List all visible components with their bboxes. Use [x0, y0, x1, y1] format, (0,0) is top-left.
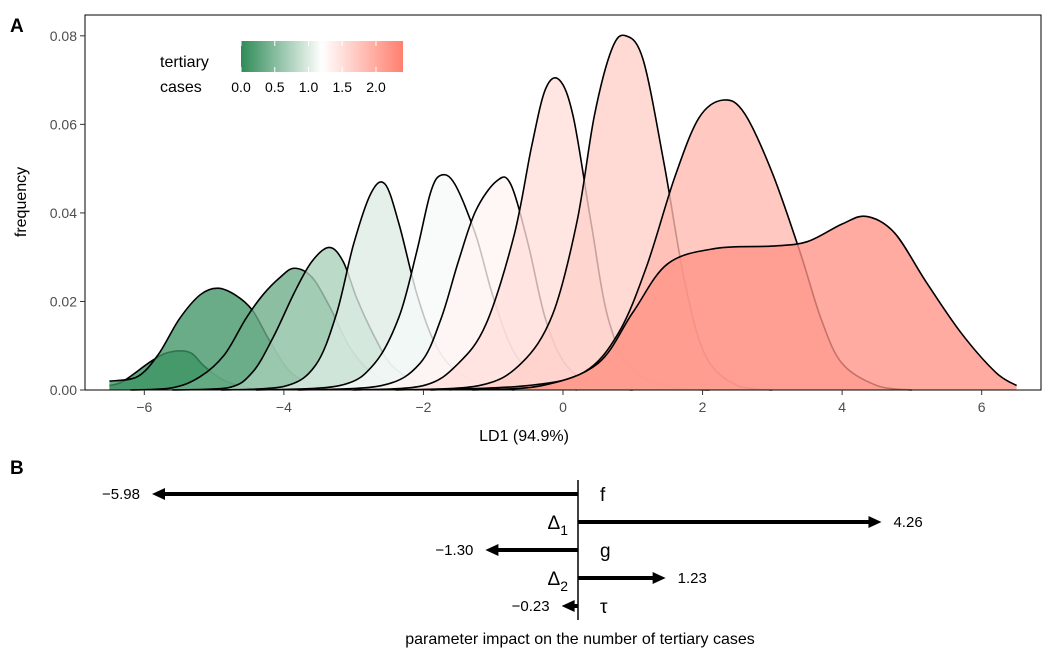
- y-axis-title: frequency: [13, 167, 30, 237]
- impact-arrowhead: [652, 572, 666, 584]
- parameter-label: τ: [600, 597, 608, 618]
- impact-axis-title: parameter impact on the number of tertia…: [405, 631, 755, 648]
- density-chart: −6 −4 −2 0 2 4 6 0.00 0.02 0.04 0.06 0.08 LD1 (94.…: [13, 14, 1042, 445]
- y-tick-label: 0.08: [50, 28, 77, 44]
- legend-tick-label: 0.0: [231, 79, 251, 95]
- parameter-label: Δ2: [548, 569, 569, 594]
- impact-arrowhead: [485, 544, 499, 556]
- impact-chart: −5.98 f 4.26 Δ1 −1.30 g 1.23 Δ2 −0.23 τ parameter…: [102, 480, 923, 648]
- parameter-label: Δ1: [548, 513, 569, 538]
- impact-arrowhead: [152, 488, 165, 500]
- y-axis-ticks: 0.00 0.02 0.04 0.06 0.08: [50, 28, 85, 398]
- impact-value-label: 4.26: [893, 514, 922, 531]
- legend-tick-label: 0.5: [265, 79, 285, 95]
- y-tick-label: 0.00: [50, 382, 77, 398]
- legend-ticks: 0.0 0.5 1.0 1.5 2.0: [231, 41, 386, 95]
- y-tick-label: 0.02: [50, 293, 77, 309]
- x-tick-label: 2: [699, 399, 707, 415]
- x-tick-label: 4: [838, 399, 846, 415]
- legend-tick-label: 1.0: [299, 79, 319, 95]
- legend-colorbar: [241, 41, 403, 72]
- impact-value-label: −0.23: [512, 598, 550, 615]
- impact-arrowhead: [868, 516, 882, 528]
- impact-value-label: −5.98: [102, 486, 140, 503]
- density-area-8: [353, 77, 710, 390]
- panel-a-letter: A: [10, 16, 24, 37]
- legend-tick-label: 1.5: [333, 79, 353, 95]
- density-outline-11: [472, 215, 1018, 391]
- density-area-11: [472, 216, 1017, 390]
- x-tick-label: −6: [136, 399, 152, 415]
- impact-value-label: −1.30: [435, 542, 473, 559]
- density-area-5: [221, 181, 515, 390]
- x-tick-label: 6: [978, 399, 986, 415]
- parameter-label: g: [600, 541, 611, 562]
- x-axis-ticks: −6 −4 −2 0 2 4 6: [136, 390, 986, 415]
- x-tick-label: 0: [559, 399, 567, 415]
- y-tick-label: 0.06: [50, 116, 77, 132]
- legend-tick-label: 2.0: [366, 79, 386, 95]
- legend-title-line-1: tertiary: [160, 54, 209, 71]
- y-tick-label: 0.04: [50, 205, 77, 221]
- x-axis-title: LD1 (94.9%): [479, 428, 569, 445]
- parameter-label: f: [600, 485, 606, 506]
- impact-bars: −5.98 f 4.26 Δ1 −1.30 g 1.23 Δ2 −0.23 τ: [102, 485, 923, 618]
- color-legend: tertiary cases 0.0 0.5 1.0 1.5 2.0: [160, 41, 403, 96]
- x-tick-label: −4: [276, 399, 292, 415]
- density-area-2: [109, 288, 354, 390]
- density-areas: [109, 34, 1018, 391]
- x-tick-label: −2: [415, 399, 431, 415]
- impact-value-label: 1.23: [678, 570, 707, 587]
- impact-arrowhead: [561, 600, 575, 612]
- legend-title-line-2: cases: [160, 79, 202, 96]
- panel-b-letter: B: [10, 458, 24, 479]
